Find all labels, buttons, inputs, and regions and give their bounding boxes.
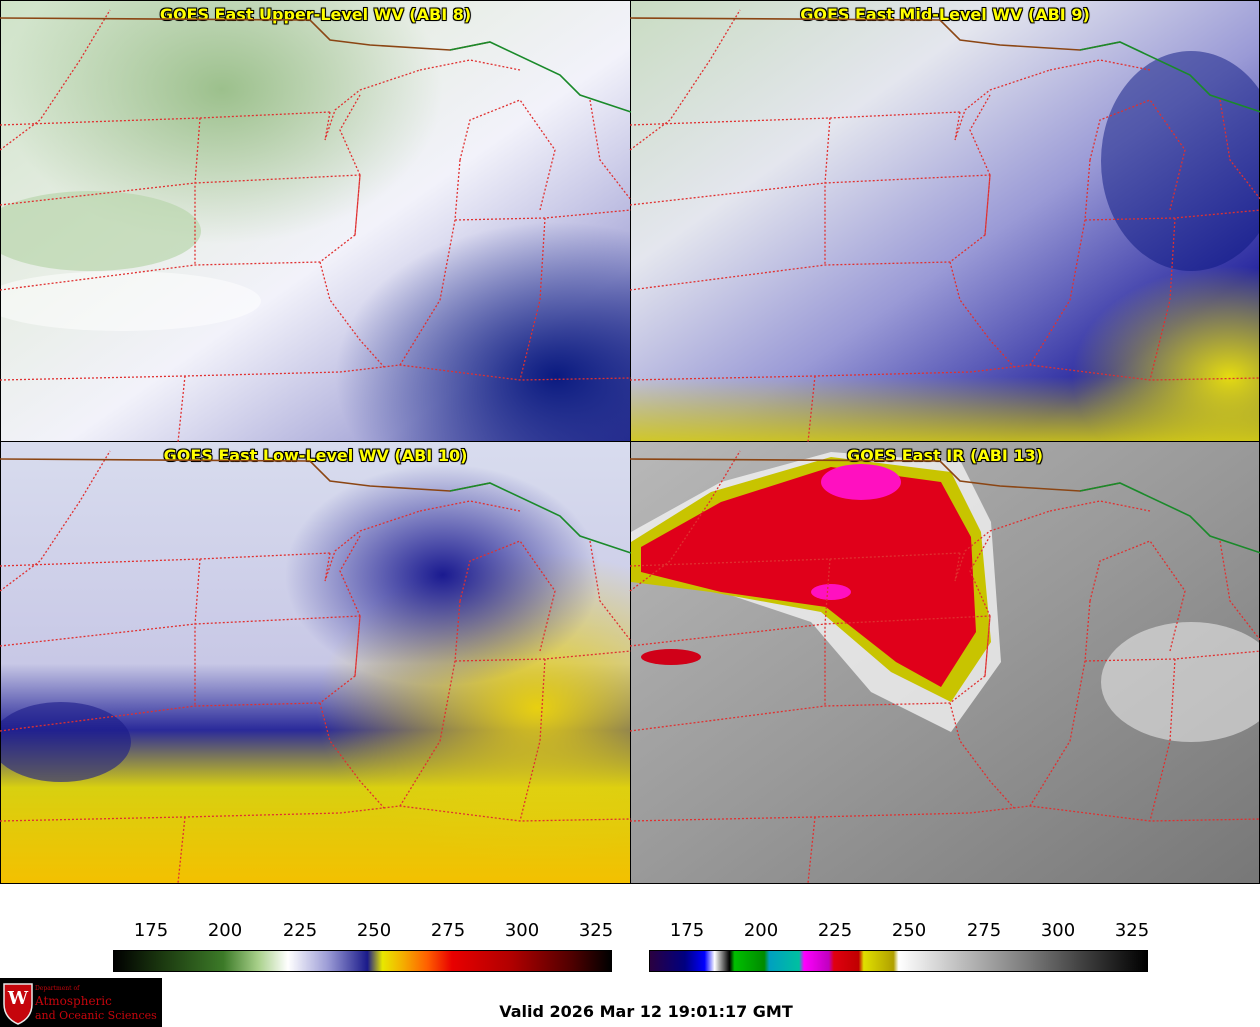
ir-colorbar	[649, 950, 1148, 972]
wv-tick-250: 250	[356, 920, 392, 941]
panel-ir: GOES East IR (ABI 13)	[630, 441, 1260, 884]
wv-tick-325: 325	[578, 920, 614, 941]
panel-low-wv: GOES East Low-Level WV (ABI 10)	[0, 441, 631, 884]
panel-upper-wv: GOES East Upper-Level WV (ABI 8)	[0, 0, 631, 442]
ir-imagery	[631, 442, 1259, 883]
wv-tick-200: 200	[207, 920, 243, 941]
wv-colorbar-ticks: 175 200 225 250 275 300 325	[113, 920, 614, 946]
ir-tick-250: 250	[891, 920, 927, 941]
panel-mid-wv: GOES East Mid-Level WV (ABI 9)	[630, 0, 1260, 442]
ir-tick-300: 300	[1040, 920, 1076, 941]
wv-tick-275: 275	[430, 920, 466, 941]
wv-colorbar	[113, 950, 612, 972]
ir-tick-275: 275	[966, 920, 1002, 941]
panel-title-upper-wv: GOES East Upper-Level WV (ABI 8)	[159, 5, 472, 24]
uw-crest-icon	[3, 983, 33, 1025]
wv-tick-225: 225	[282, 920, 318, 941]
wv-tick-300: 300	[504, 920, 540, 941]
ir-tick-175: 175	[669, 920, 705, 941]
mid-wv-imagery	[631, 1, 1259, 441]
aos-logo: W Department of Atmospheric and Oceanic …	[0, 978, 162, 1027]
wv-tick-175: 175	[133, 920, 169, 941]
panel-title-ir: GOES East IR (ABI 13)	[846, 446, 1044, 465]
logo-line-oceanic: and Oceanic Sciences	[35, 1009, 157, 1022]
valid-time: Valid 2026 Mar 12 19:01:17 GMT	[499, 1002, 793, 1021]
uw-crest-letter: W	[7, 988, 29, 1009]
ir-tick-325: 325	[1114, 920, 1150, 941]
panel-title-low-wv: GOES East Low-Level WV (ABI 10)	[163, 446, 468, 465]
low-wv-imagery	[1, 442, 630, 883]
ir-colorbar-ticks: 175 200 225 250 275 300 325	[649, 920, 1150, 946]
ir-tick-225: 225	[817, 920, 853, 941]
panel-title-mid-wv: GOES East Mid-Level WV (ABI 9)	[800, 5, 1090, 24]
upper-wv-imagery	[1, 1, 630, 441]
logo-line-atmospheric: Atmospheric	[35, 994, 112, 1008]
ir-tick-200: 200	[743, 920, 779, 941]
logo-line-department: Department of	[35, 985, 80, 992]
